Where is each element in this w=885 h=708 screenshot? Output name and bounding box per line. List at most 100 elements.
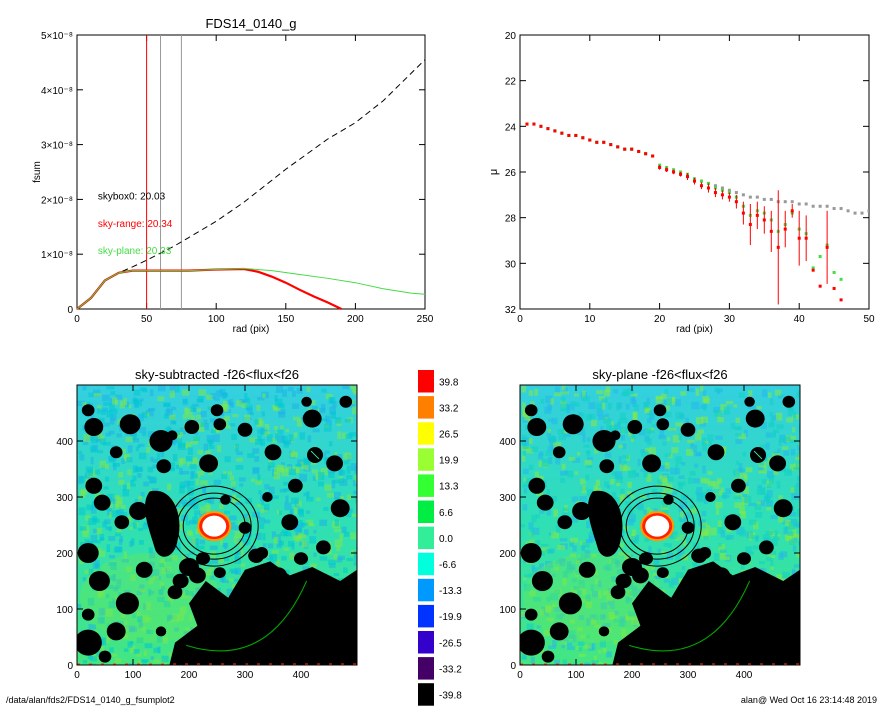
noise-blob (209, 545, 218, 550)
noise-blob (617, 542, 624, 548)
noise-blob (675, 468, 681, 475)
noise-blob (79, 454, 85, 461)
x-tick-label: 20 (654, 314, 666, 325)
noise-blob (208, 566, 215, 571)
aperture-ellipse (625, 497, 689, 555)
noise-blob (639, 494, 647, 498)
data-point (762, 218, 766, 222)
noise-blob (679, 516, 687, 523)
noise-blob (256, 404, 261, 411)
data-point (532, 122, 536, 126)
noise-blob (291, 450, 295, 458)
noise-blob (585, 474, 590, 481)
noise-blob (138, 620, 144, 629)
masked-source (129, 502, 149, 520)
noise-blob (611, 492, 617, 500)
noise-blob (222, 400, 228, 407)
noise-blob (617, 419, 621, 425)
noise-blob (675, 411, 684, 420)
data-point (665, 168, 669, 172)
y-tick-label: 400 (56, 437, 73, 448)
data-point (699, 184, 703, 188)
noise-blob (302, 566, 310, 570)
noise-blob (232, 414, 239, 418)
noise-blob (281, 556, 287, 561)
noise-blob (346, 557, 354, 562)
noise-blob (103, 486, 109, 490)
noise-blob (761, 478, 767, 484)
y-tick-label: 0 (67, 305, 73, 316)
masked-source (656, 418, 670, 431)
noise-blob (521, 439, 526, 445)
noise-blob (336, 545, 341, 552)
image-title: sky-plane -f26<flux<f26 (592, 367, 727, 382)
noise-blob (664, 411, 672, 418)
noise-blob (758, 470, 764, 474)
noise-blob (157, 589, 164, 595)
noise-blob (692, 563, 700, 570)
noise-blob (523, 488, 528, 494)
noise-blob (566, 563, 572, 570)
colorbar-label: 13.3 (439, 482, 459, 493)
noise-blob (680, 494, 689, 500)
noise-blob (274, 395, 278, 402)
noise-blob (757, 500, 761, 508)
noise-blob (94, 469, 101, 475)
noise-blob (649, 447, 656, 455)
masked-source (199, 454, 219, 473)
noise-blob (168, 619, 174, 623)
noise-blob (788, 512, 797, 517)
noise-blob (579, 427, 585, 431)
noise-blob (331, 480, 336, 489)
annotation-text: skybox0: 20.03 (98, 191, 166, 202)
noise-blob (234, 525, 243, 531)
noise-blob (526, 448, 534, 454)
noise-blob (179, 499, 188, 505)
noise-blob (273, 472, 281, 480)
noise-blob (521, 402, 526, 411)
noise-blob (150, 569, 154, 577)
noise-blob (106, 636, 110, 643)
noise-blob (167, 615, 171, 622)
noise-blob (701, 510, 707, 517)
masked-source (155, 626, 167, 637)
colorbar-label: -6.6 (439, 560, 457, 571)
noise-blob (687, 439, 695, 444)
noise-blob (138, 413, 144, 422)
noise-blob (536, 514, 540, 519)
noise-blob (176, 503, 181, 508)
noise-blob (153, 659, 160, 664)
noise-blob (262, 543, 267, 548)
noise-blob (273, 536, 279, 544)
data-point (693, 179, 696, 183)
noise-blob (287, 540, 294, 547)
noise-blob (790, 448, 796, 456)
noise-blob (78, 450, 83, 455)
noise-blob (116, 497, 123, 505)
noise-blob (534, 540, 541, 545)
noise-blob (140, 659, 149, 663)
noise-blob (132, 475, 137, 482)
noise-blob (82, 441, 89, 446)
noise-blob (631, 529, 637, 538)
noise-blob (611, 471, 618, 476)
noise-blob (293, 525, 302, 532)
data-point (713, 184, 717, 188)
noise-blob (591, 618, 597, 625)
noise-blob (97, 645, 104, 653)
noise-blob (562, 507, 569, 512)
noise-blob (239, 483, 244, 487)
noise-blob (195, 528, 201, 535)
noise-blob (129, 526, 134, 530)
data-point (811, 204, 815, 208)
noise-blob (586, 618, 591, 626)
noise-blob (739, 472, 747, 479)
noise-blob (717, 417, 725, 423)
masked-source (622, 558, 642, 576)
noise-blob (739, 529, 747, 537)
noise-blob (766, 470, 775, 478)
noise-blob (299, 540, 303, 546)
noise-blob (603, 413, 609, 421)
x-tick-label: 200 (181, 670, 198, 681)
noise-blob (105, 432, 111, 437)
